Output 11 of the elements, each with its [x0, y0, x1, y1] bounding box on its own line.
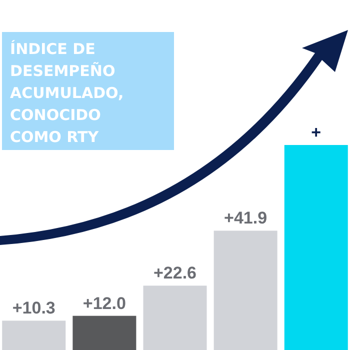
- bar: [214, 230, 278, 350]
- bar: [72, 316, 136, 350]
- bar: [284, 145, 348, 350]
- data-label: +22.6: [153, 264, 197, 283]
- bar: [2, 320, 66, 350]
- bar: [143, 286, 207, 350]
- data-label: +41.9: [224, 208, 268, 228]
- chart-title: ÍNDICE DE DESEMPEÑO ACUMULADO, CONOCIDO COMO RTY: [10, 40, 124, 146]
- text: +: [311, 123, 322, 142]
- data-label: +12.0: [82, 294, 126, 313]
- data-label: +10.3: [12, 298, 56, 318]
